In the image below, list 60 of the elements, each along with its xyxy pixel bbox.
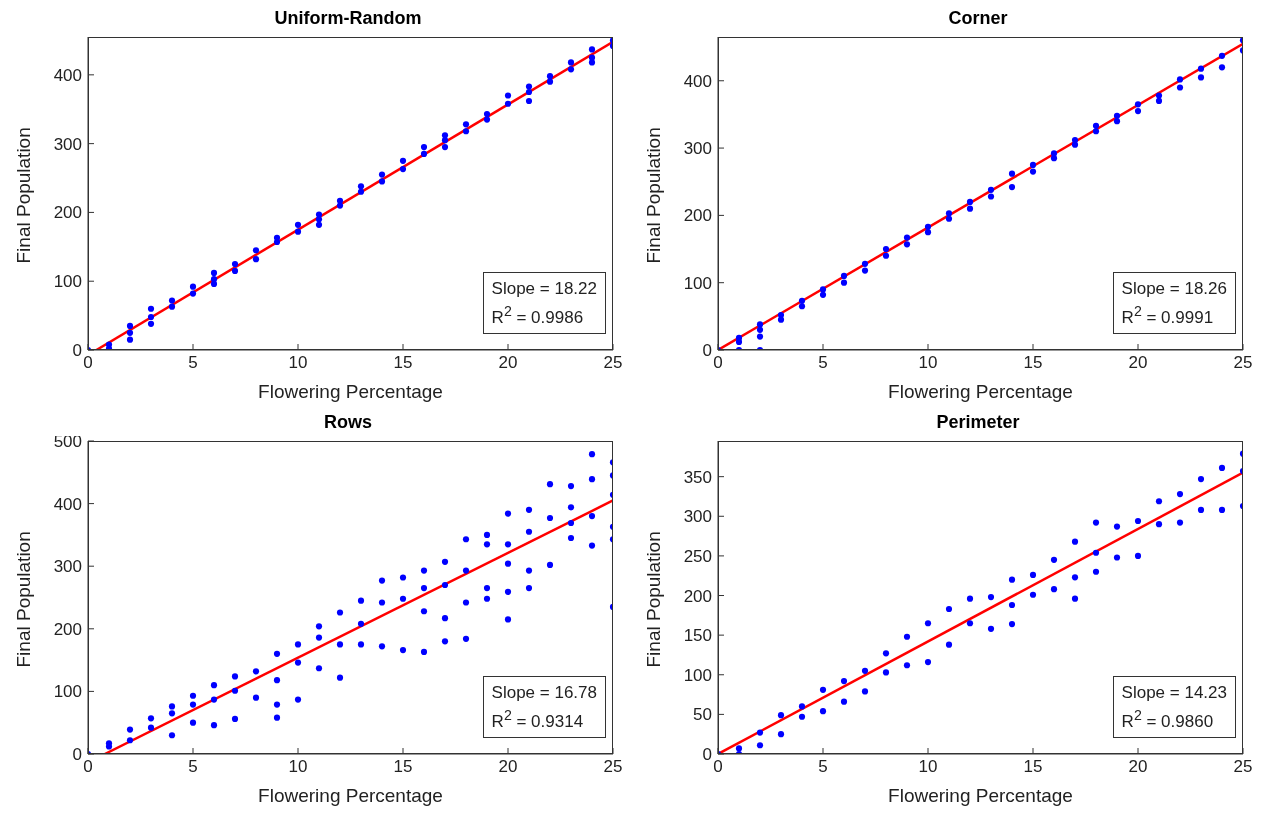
y-tick-label: 200: [53, 619, 82, 639]
annotation: Slope = 14.23: [1121, 682, 1227, 705]
y-tick-label: 150: [683, 626, 712, 646]
y-axis-title: Final Population: [12, 531, 34, 668]
x-tick-label: 25: [603, 757, 623, 777]
x-tick-label: 20: [1128, 353, 1148, 373]
chart-title: Uniform-Random: [273, 8, 423, 30]
y-tick-label: 400: [53, 65, 82, 85]
x-tick-label: 10: [288, 757, 308, 777]
x-tick-label: 20: [498, 353, 518, 373]
x-tick-label: 20: [498, 757, 518, 777]
x-axis-title: Flowering Percentage: [888, 785, 1073, 806]
x-tick-label: 25: [1233, 757, 1253, 777]
y-tick-label: 400: [53, 494, 82, 514]
y-tick-label: 200: [683, 586, 712, 606]
y-tick-label: 50: [693, 705, 712, 725]
chart-title: Perimeter: [935, 412, 1021, 434]
annotation: R$^{2}$ = 0.9860: [1121, 706, 1215, 733]
x-tick-label: 25: [1233, 353, 1253, 373]
y-axis-title: Final Population: [642, 127, 664, 264]
x-tick-label: 5: [188, 757, 198, 777]
annotation: R$^{2}$ = 0.9986: [491, 302, 585, 329]
x-tick-label: 20: [1128, 757, 1148, 777]
y-tick-label: 300: [53, 557, 82, 577]
y-tick-label: 100: [53, 682, 82, 702]
annotation: Slope = 18.26: [1121, 278, 1227, 301]
y-tick-label: 300: [53, 134, 82, 154]
y-tick-label: 100: [683, 665, 712, 685]
x-tick-label: 10: [288, 353, 308, 373]
annotation: R$^{2}$ = 0.9991: [1121, 302, 1215, 329]
x-axis-title: Flowering Percentage: [258, 381, 443, 402]
annotation: Slope = 16.78: [491, 682, 597, 705]
y-tick-label: 250: [683, 546, 712, 566]
y-axis-title: Final Population: [12, 127, 34, 264]
chart-title: Corner: [947, 8, 1009, 30]
x-tick-label: 5: [818, 757, 828, 777]
x-tick-label: 15: [393, 353, 413, 373]
y-tick-label: 100: [683, 273, 712, 293]
y-axis-title: Final Population: [642, 531, 664, 668]
chart-title: Rows: [323, 412, 372, 432]
x-tick-label: 10: [918, 353, 938, 373]
y-tick-label: 300: [683, 507, 712, 527]
y-tick-label: 500: [53, 432, 82, 452]
x-tick-label: 15: [393, 757, 413, 777]
x-tick-label: 25: [603, 353, 623, 373]
y-tick-label: 350: [683, 467, 712, 487]
x-tick-label: 10: [918, 757, 938, 777]
y-tick-label: 400: [683, 71, 712, 91]
annotation: R$^{2}$ = 0.9314: [491, 706, 585, 733]
y-tick-label: 200: [683, 206, 712, 226]
x-tick-label: 5: [188, 353, 198, 373]
x-tick-label: 5: [818, 353, 828, 373]
annotation: Slope = 18.22: [491, 278, 597, 301]
x-tick-label: 15: [1023, 757, 1043, 777]
y-tick-label: 200: [53, 203, 82, 223]
x-axis-title: Flowering Percentage: [258, 785, 443, 806]
x-axis-title: Flowering Percentage: [888, 381, 1073, 402]
y-tick-label: 100: [53, 272, 82, 292]
y-tick-label: 300: [683, 139, 712, 159]
x-tick-label: 15: [1023, 353, 1043, 373]
